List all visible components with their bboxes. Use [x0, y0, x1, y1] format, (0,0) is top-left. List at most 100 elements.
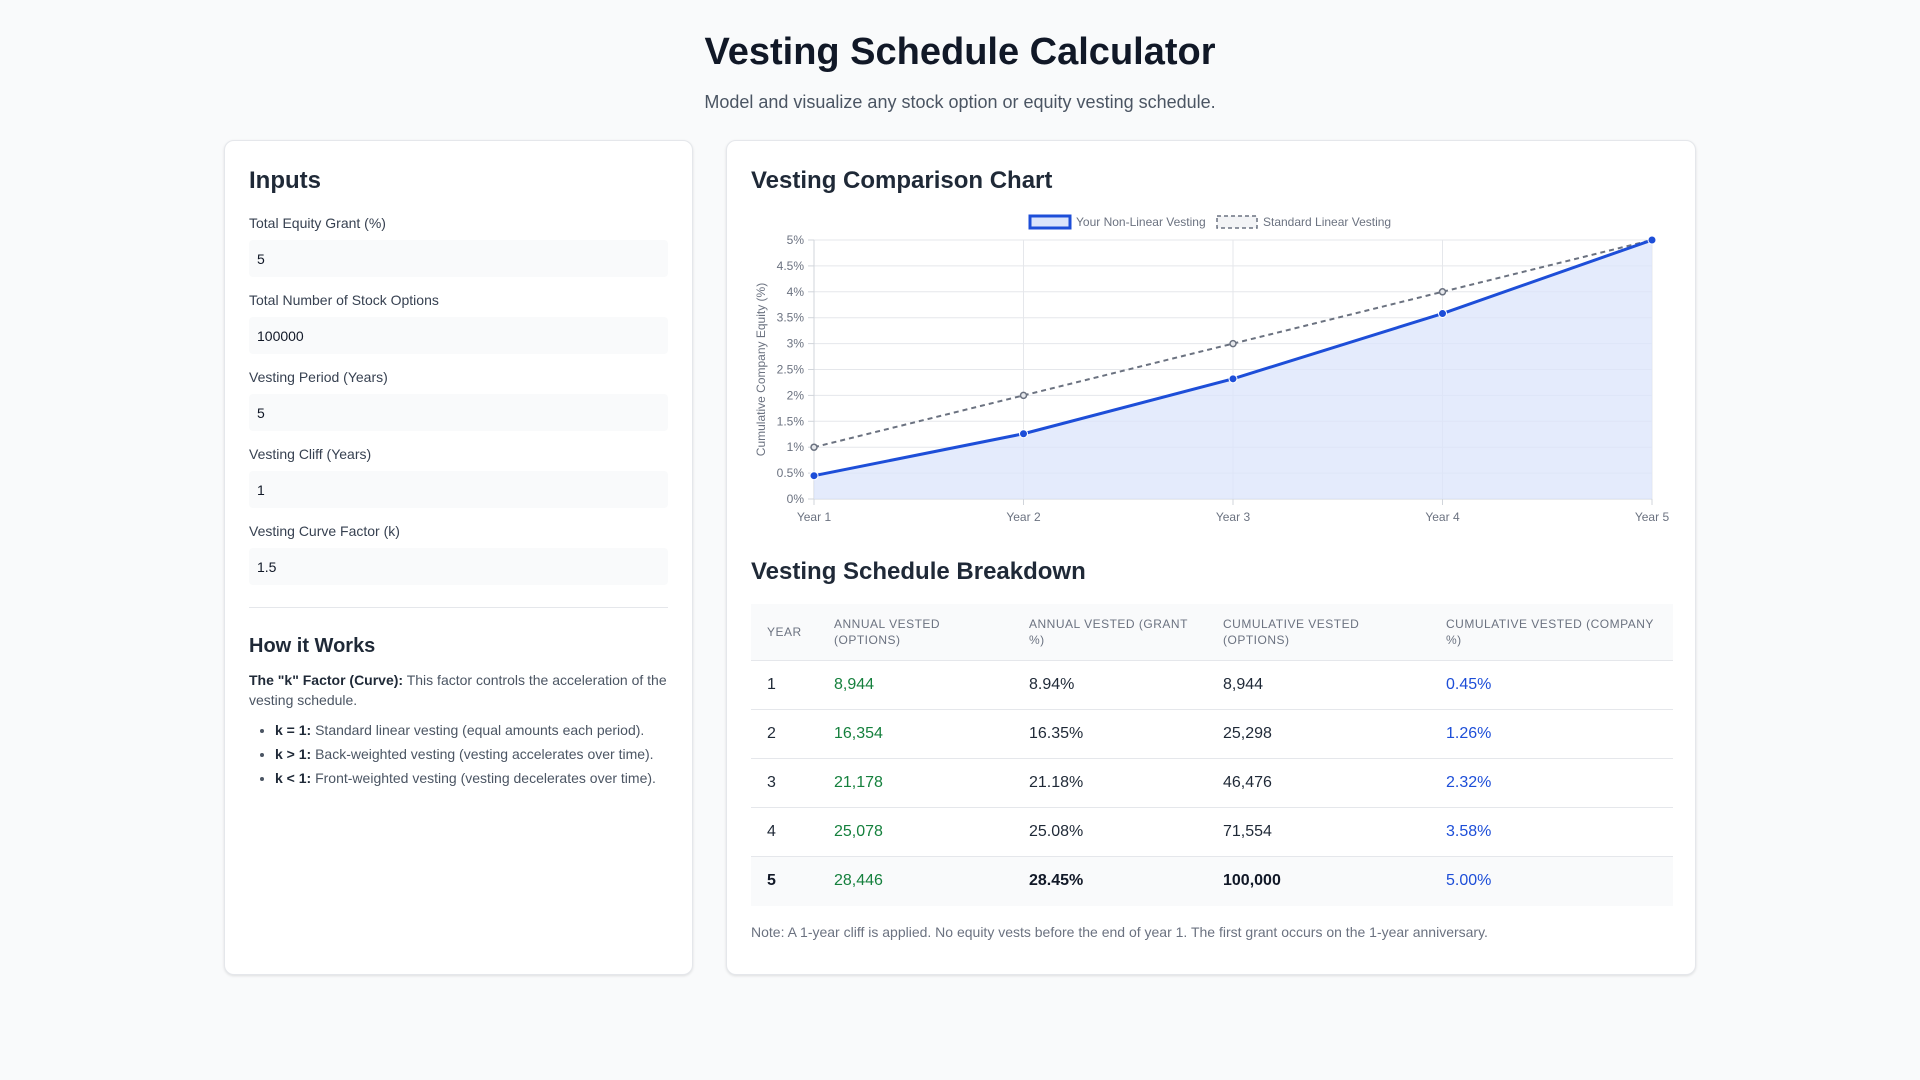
inputs-divider	[249, 607, 668, 608]
curve-factor-field: Vesting Curve Factor (k)	[249, 523, 668, 585]
header-cumulative-options: Cumulative Vested (Options)	[1207, 604, 1430, 661]
header-year: Year	[751, 604, 818, 661]
equity-grant-input[interactable]	[249, 240, 668, 277]
y-tick-label: 2%	[787, 388, 805, 402]
page-title: Vesting Schedule Calculator	[704, 31, 1216, 73]
page-subtitle: Model and visualize any stock option or …	[704, 92, 1216, 112]
cell-annual-options: 16,354	[818, 709, 1013, 759]
cell-cumulative-options: 25,298	[1207, 709, 1430, 759]
list-item: k = 1: Standard linear vesting (equal am…	[275, 720, 668, 740]
y-tick-label: 3%	[787, 337, 805, 351]
k-greater-text: Back-weighted vesting (vesting accelerat…	[311, 746, 654, 762]
table-row-final: 5 28,446 28.45% 100,000 5.00%	[751, 856, 1673, 906]
k-equal-label: k = 1:	[275, 722, 312, 738]
cell-cumulative-options: 71,554	[1207, 807, 1430, 857]
cell-annual-grant: 25.08%	[1013, 807, 1207, 857]
total-options-field: Total Number of Stock Options	[249, 292, 668, 354]
main-layout: Inputs Total Equity Grant (%) Total Numb…	[224, 140, 1696, 975]
table-row: 1 8,944 8.94% 8,944 0.45%	[751, 660, 1673, 710]
x-tick-label: Year 3	[1216, 510, 1251, 524]
table-row: 4 25,078 25.08% 71,554 3.58%	[751, 807, 1673, 857]
point-linear	[810, 443, 818, 451]
y-tick-label: 2.5%	[777, 363, 805, 377]
cell-year: 1	[751, 660, 818, 710]
chart-title: Vesting Comparison Chart	[751, 167, 1053, 194]
cell-annual-options: 25,078	[818, 807, 1013, 857]
x-tick-label: Year 2	[1006, 510, 1041, 524]
k-less-label: k < 1:	[275, 770, 312, 786]
how-it-works-title: How it Works	[249, 635, 376, 657]
cell-annual-grant: 16.35%	[1013, 709, 1207, 759]
point-linear	[1019, 391, 1028, 400]
k-equal-text: Standard linear vesting (equal amounts e…	[311, 722, 645, 738]
y-tick-label: 5%	[787, 233, 805, 247]
y-tick-label: 4%	[787, 285, 805, 299]
header-annual-grant: Annual Vested (Grant %)	[1013, 604, 1207, 661]
cell-cumulative-company: 3.58%	[1430, 807, 1673, 857]
curve-factor-label: Vesting Curve Factor (k)	[249, 523, 400, 539]
cell-year: 3	[751, 758, 818, 808]
breakdown-title: Vesting Schedule Breakdown	[751, 558, 1086, 585]
cell-annual-grant: 8.94%	[1013, 660, 1207, 710]
curve-factor-input[interactable]	[249, 548, 668, 585]
inputs-title: Inputs	[249, 167, 321, 194]
how-it-works-intro: The "k" Factor (Curve): This factor cont…	[249, 670, 668, 710]
y-tick-label: 0%	[787, 492, 805, 506]
cell-year: 5	[751, 856, 818, 906]
point-linear	[1229, 339, 1237, 348]
x-tick-label: Year 5	[1635, 510, 1670, 524]
inputs-card: Inputs Total Equity Grant (%) Total Numb…	[224, 140, 693, 975]
cell-cumulative-company: 1.26%	[1430, 709, 1673, 759]
point-non-linear	[1228, 374, 1238, 384]
y-tick-label: 1.5%	[777, 414, 805, 428]
k-greater-label: k > 1:	[275, 746, 312, 762]
table-row: 2 16,354 16.35% 25,298 1.26%	[751, 709, 1673, 759]
breakdown-table: Year Annual Vested (Options) Annual Vest…	[751, 604, 1673, 906]
list-item: k > 1: Back-weighted vesting (vesting ac…	[275, 744, 668, 764]
cell-year: 2	[751, 709, 818, 759]
cell-annual-options: 8,944	[818, 660, 1013, 710]
vesting-chart-svg: 0% 0.5% 1% 1.5% 2% 2.5% 3% 3.5% 4% 4.5% 5% Year 1 Ye…	[754, 214, 1670, 524]
cell-cumulative-company: 2.32%	[1430, 758, 1673, 808]
point-non-linear	[809, 471, 819, 481]
legend-swatch-non-linear	[1028, 214, 1072, 230]
point-non-linear	[1647, 235, 1657, 245]
cell-cumulative-company: 0.45%	[1430, 660, 1673, 710]
y-axis-label: Cumulative Company Equity (%)	[754, 283, 768, 456]
equity-grant-label: Total Equity Grant (%)	[249, 215, 386, 231]
cell-cumulative-company: 5.00%	[1430, 856, 1673, 906]
vesting-chart: 0% 0.5% 1% 1.5% 2% 2.5% 3% 3.5% 4% 4.5% 5% Year 1 Ye…	[751, 207, 1673, 542]
list-item: k < 1: Front-weighted vesting (vesting d…	[275, 768, 668, 788]
x-tick-label: Year 1	[797, 510, 832, 524]
vesting-cliff-input[interactable]	[249, 471, 668, 508]
k-factor-description: This factor controls the acceleration of…	[249, 672, 667, 708]
total-options-input[interactable]	[249, 317, 668, 354]
y-tick-label: 4.5%	[777, 259, 805, 273]
k-factor-heading: The "k" Factor (Curve):	[249, 672, 404, 688]
vesting-period-input[interactable]	[249, 394, 668, 431]
k-factor-list: k = 1: Standard linear vesting (equal am…	[249, 720, 668, 788]
y-tick-label: 0.5%	[777, 466, 805, 480]
legend-swatch-linear	[1216, 215, 1258, 229]
table-header-row: Year Annual Vested (Options) Annual Vest…	[751, 604, 1673, 661]
vesting-cliff-field: Vesting Cliff (Years)	[249, 446, 668, 508]
cell-year: 4	[751, 807, 818, 857]
cell-annual-grant: 21.18%	[1013, 758, 1207, 808]
results-card: Vesting Comparison Chart 0% 0.5% 1% 1.5% 2% 2…	[726, 140, 1696, 975]
x-tick-label: Year 4	[1425, 510, 1460, 524]
y-tick-label: 1%	[787, 440, 805, 454]
point-non-linear	[1019, 429, 1028, 439]
equity-grant-field: Total Equity Grant (%)	[249, 215, 668, 277]
vesting-period-label: Vesting Period (Years)	[249, 369, 388, 385]
k-less-text: Front-weighted vesting (vesting decelera…	[311, 770, 656, 786]
header-cumulative-company: Cumulative Vested (Company %)	[1430, 604, 1673, 661]
y-tick-label: 3.5%	[777, 311, 805, 325]
cell-annual-options: 28,446	[818, 856, 1013, 906]
cell-cumulative-options: 100,000	[1207, 856, 1430, 906]
legend-label-linear: Standard Linear Vesting	[1263, 215, 1391, 229]
point-linear	[1438, 288, 1447, 296]
vesting-cliff-label: Vesting Cliff (Years)	[249, 446, 372, 462]
cell-annual-options: 21,178	[818, 758, 1013, 808]
point-non-linear	[1438, 309, 1447, 319]
cell-annual-grant: 28.45%	[1013, 856, 1207, 906]
